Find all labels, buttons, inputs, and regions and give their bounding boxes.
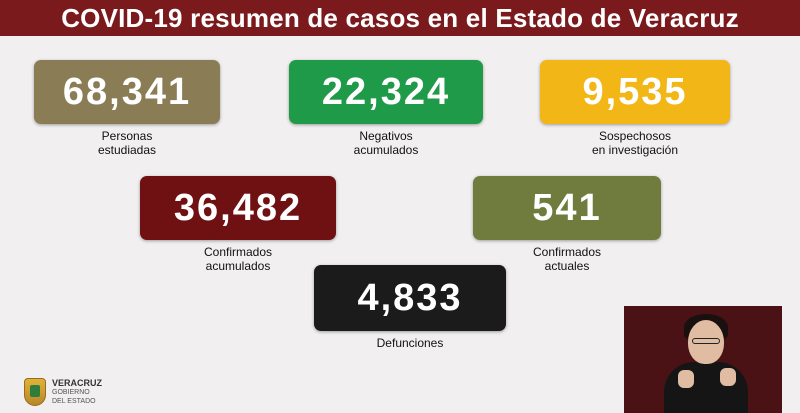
stat-label-line1: Negativos — [359, 129, 413, 143]
stat-value-box: 4,833 — [314, 265, 506, 331]
stat-personas-estudiadas: 68,341 Personas estudiadas — [34, 60, 220, 157]
stat-sospechosos: 9,535 Sospechosos en investigación — [540, 60, 730, 157]
stat-value-box: 9,535 — [540, 60, 730, 124]
stat-label-line2: actuales — [544, 259, 590, 273]
header-bar: COVID-19 resumen de casos en el Estado d… — [0, 0, 800, 36]
stat-value-box: 68,341 — [34, 60, 220, 124]
stat-label-line1: Defunciones — [376, 336, 444, 350]
stat-label: Confirmados actuales — [473, 245, 661, 273]
stat-value-box: 22,324 — [289, 60, 483, 124]
page-title: COVID-19 resumen de casos en el Estado d… — [61, 2, 739, 33]
stat-confirmados-actuales: 541 Confirmados actuales — [473, 176, 661, 273]
stat-label-line1: Personas — [101, 129, 153, 143]
glasses-icon — [692, 338, 720, 344]
stat-confirmados-acumulados: 36,482 Confirmados acumulados — [140, 176, 336, 273]
coat-of-arms-icon — [24, 378, 46, 406]
stat-negativos-acumulados: 22,324 Negativos acumulados — [289, 60, 483, 157]
stat-label: Confirmados acumulados — [140, 245, 336, 273]
stat-label-line2: estudiadas — [97, 143, 157, 157]
stat-label: Negativos acumulados — [289, 129, 483, 157]
logo-line1: VERACRUZ — [52, 377, 103, 388]
logo-line2: GOBIERNO — [52, 388, 90, 396]
interpreter-body — [664, 362, 748, 413]
veracruz-logo: VERACRUZ GOBIERNO DEL ESTADO — [24, 378, 102, 406]
logo-text: VERACRUZ GOBIERNO DEL ESTADO — [52, 377, 103, 406]
stat-label-line2: acumulados — [353, 143, 419, 157]
stat-defunciones: 4,833 Defunciones — [314, 265, 506, 350]
hand-icon — [678, 370, 694, 388]
hand-icon — [720, 368, 736, 386]
stat-label: Defunciones — [314, 336, 506, 350]
stat-value-box: 541 — [473, 176, 661, 240]
sign-language-interpreter — [624, 306, 782, 413]
stat-label: Sospechosos en investigación — [540, 129, 730, 157]
logo-line3: DEL ESTADO — [52, 397, 96, 405]
stat-label-line1: Sospechosos — [598, 129, 672, 143]
stat-label-line1: Confirmados — [203, 245, 273, 259]
stat-label: Personas estudiadas — [34, 129, 220, 157]
stat-label-line2: acumulados — [205, 259, 271, 273]
stat-value-box: 36,482 — [140, 176, 336, 240]
stat-label-line2: en investigación — [591, 143, 679, 157]
stat-label-line1: Confirmados — [532, 245, 602, 259]
